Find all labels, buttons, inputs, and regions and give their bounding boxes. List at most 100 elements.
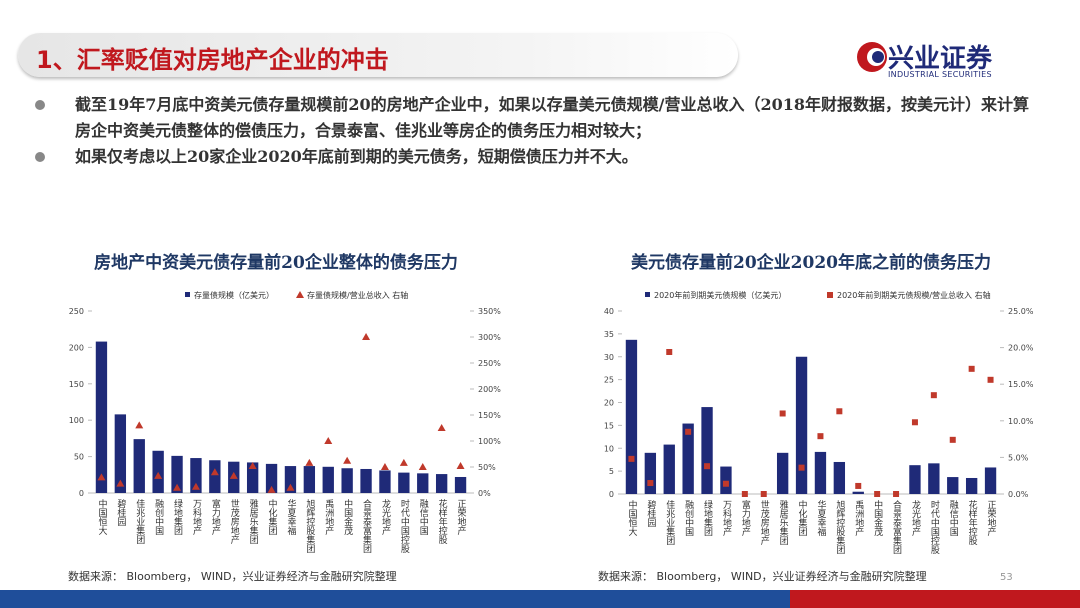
y2-tick-label: 150% — [478, 411, 501, 420]
marker — [911, 419, 918, 426]
x-tick-label: 花样年控股 — [437, 498, 448, 545]
y2-tick-label: 0% — [478, 489, 491, 498]
bar — [171, 455, 183, 493]
x-tick-label: 禹洲地产 — [853, 499, 864, 537]
x-tick-label: 中国金茂 — [342, 498, 353, 536]
x-tick-label: 碧桂园 — [645, 499, 656, 528]
logo-name: 兴业证券 — [888, 44, 993, 74]
x-tick-label: 正荣地产 — [456, 499, 467, 536]
x-tick-label: 融创中国 — [153, 499, 164, 536]
y2-tick-label: 10.0% — [1008, 417, 1034, 426]
bar — [341, 468, 353, 493]
marker — [97, 473, 106, 481]
bar — [133, 439, 145, 493]
y-tick-label: 100 — [69, 416, 84, 425]
y-tick-label: 15 — [604, 421, 614, 430]
marker — [741, 491, 748, 497]
y2-tick-label: 300% — [478, 333, 501, 342]
y-tick-label: 250 — [69, 307, 84, 316]
marker — [296, 291, 304, 298]
bar — [114, 414, 127, 493]
x-tick-label: 万科地产 — [191, 499, 202, 536]
title-bar — [18, 33, 738, 77]
bar — [435, 474, 448, 493]
marker — [343, 456, 352, 464]
y-tick-label: 200 — [69, 343, 84, 352]
marker — [779, 410, 786, 417]
bar — [947, 477, 959, 494]
bar — [417, 473, 429, 493]
bar — [190, 458, 202, 493]
legend-label: 2020年前到期美元债规模/营业总收入 右轴 — [837, 290, 991, 300]
y2-tick-label: 250% — [478, 359, 501, 368]
legend-swatch — [645, 292, 650, 297]
footer-bar — [790, 590, 1080, 608]
marker — [380, 463, 389, 470]
bar — [928, 463, 940, 494]
bar — [265, 463, 278, 493]
x-tick-label: 世茂房地产 — [759, 499, 770, 546]
bar — [644, 452, 657, 494]
x-tick-label: 绿地集团 — [702, 499, 713, 537]
marker — [437, 424, 446, 431]
x-tick-label: 龙光地产 — [910, 499, 921, 537]
x-tick-label: 雅居乐集团 — [778, 499, 789, 546]
x-tick-label: 中国金茂 — [872, 499, 883, 537]
x-tick-label: 中化集团 — [267, 498, 278, 536]
bar — [984, 467, 997, 494]
bullet: 如果仅考虑以上20家企业2020年底前到期的美元债务，短期偿债压力并不大。 — [75, 147, 638, 166]
x-tick-label: 雅居乐集团 — [248, 498, 259, 545]
chart-title: 房地产中资美元债存量前20企业整体的债务压力 — [94, 252, 458, 273]
bar — [322, 466, 334, 493]
marker — [286, 483, 295, 491]
x-tick-label: 禹洲地产 — [323, 498, 334, 536]
x-tick-label: 佳兆业集团 — [134, 498, 145, 545]
y-tick-label: 50 — [74, 453, 84, 462]
y-tick-label: 150 — [69, 380, 84, 389]
x-tick-label: 佳兆业集团 — [664, 499, 675, 546]
marker — [210, 468, 219, 476]
marker — [798, 464, 805, 471]
slide-title: 1、汇率贬值对房地产企业的冲击 — [36, 46, 389, 74]
marker — [874, 491, 881, 497]
bar — [720, 466, 732, 494]
y-tick-label: 5 — [609, 467, 614, 476]
y2-tick-label: 100% — [478, 437, 501, 446]
x-tick-label: 碧桂园 — [115, 498, 126, 527]
y2-tick-label: 15.0% — [1008, 380, 1034, 389]
bar — [682, 423, 694, 494]
marker — [267, 485, 276, 493]
x-tick-label: 中国恒大 — [626, 499, 637, 537]
x-tick-label: 融创中国 — [683, 500, 694, 537]
marker — [173, 483, 182, 491]
x-tick-label: 绿地集团 — [172, 498, 183, 536]
bullet-dot — [35, 100, 45, 110]
y2-tick-label: 25.0% — [1008, 307, 1034, 316]
bar — [814, 451, 827, 494]
bar — [852, 491, 864, 494]
y2-tick-label: 200% — [478, 385, 501, 394]
marker — [817, 433, 824, 440]
legend-label: 存量债规模/营业总收入 右轴 — [307, 290, 408, 300]
y2-tick-label: 50% — [478, 463, 496, 472]
bar — [909, 465, 921, 494]
x-tick-label: 融信中国 — [948, 500, 959, 537]
x-tick-label: 正荣地产 — [986, 500, 997, 537]
y-tick-label: 35 — [604, 330, 614, 339]
legend-label: 2020年前到期美元债规模（亿美元） — [654, 290, 786, 300]
marker — [191, 482, 200, 490]
x-tick-label: 合景泰富集团 — [891, 499, 902, 555]
bar — [95, 341, 108, 493]
y2-tick-label: 5.0% — [1008, 453, 1029, 462]
bar — [303, 466, 316, 493]
marker — [855, 482, 862, 489]
marker — [836, 408, 843, 415]
marker — [305, 458, 314, 466]
source: 数据来源： Bloomberg， WIND，兴业证券经济与金融研究院整理 — [68, 569, 397, 583]
bar — [246, 462, 259, 493]
marker — [362, 333, 371, 340]
bar — [795, 356, 808, 494]
bar — [379, 470, 391, 493]
